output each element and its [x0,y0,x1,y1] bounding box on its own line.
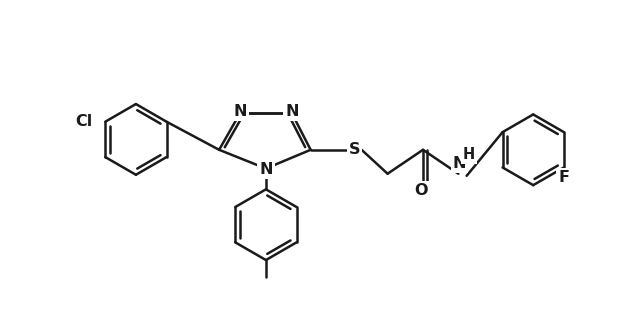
Text: N: N [233,104,246,119]
Text: N: N [452,156,466,171]
Text: S: S [349,142,360,157]
Text: O: O [414,183,428,198]
Text: N: N [285,104,299,119]
Text: N: N [259,162,273,177]
Text: H: H [463,148,475,162]
Text: Cl: Cl [76,114,93,129]
Text: F: F [558,170,570,185]
